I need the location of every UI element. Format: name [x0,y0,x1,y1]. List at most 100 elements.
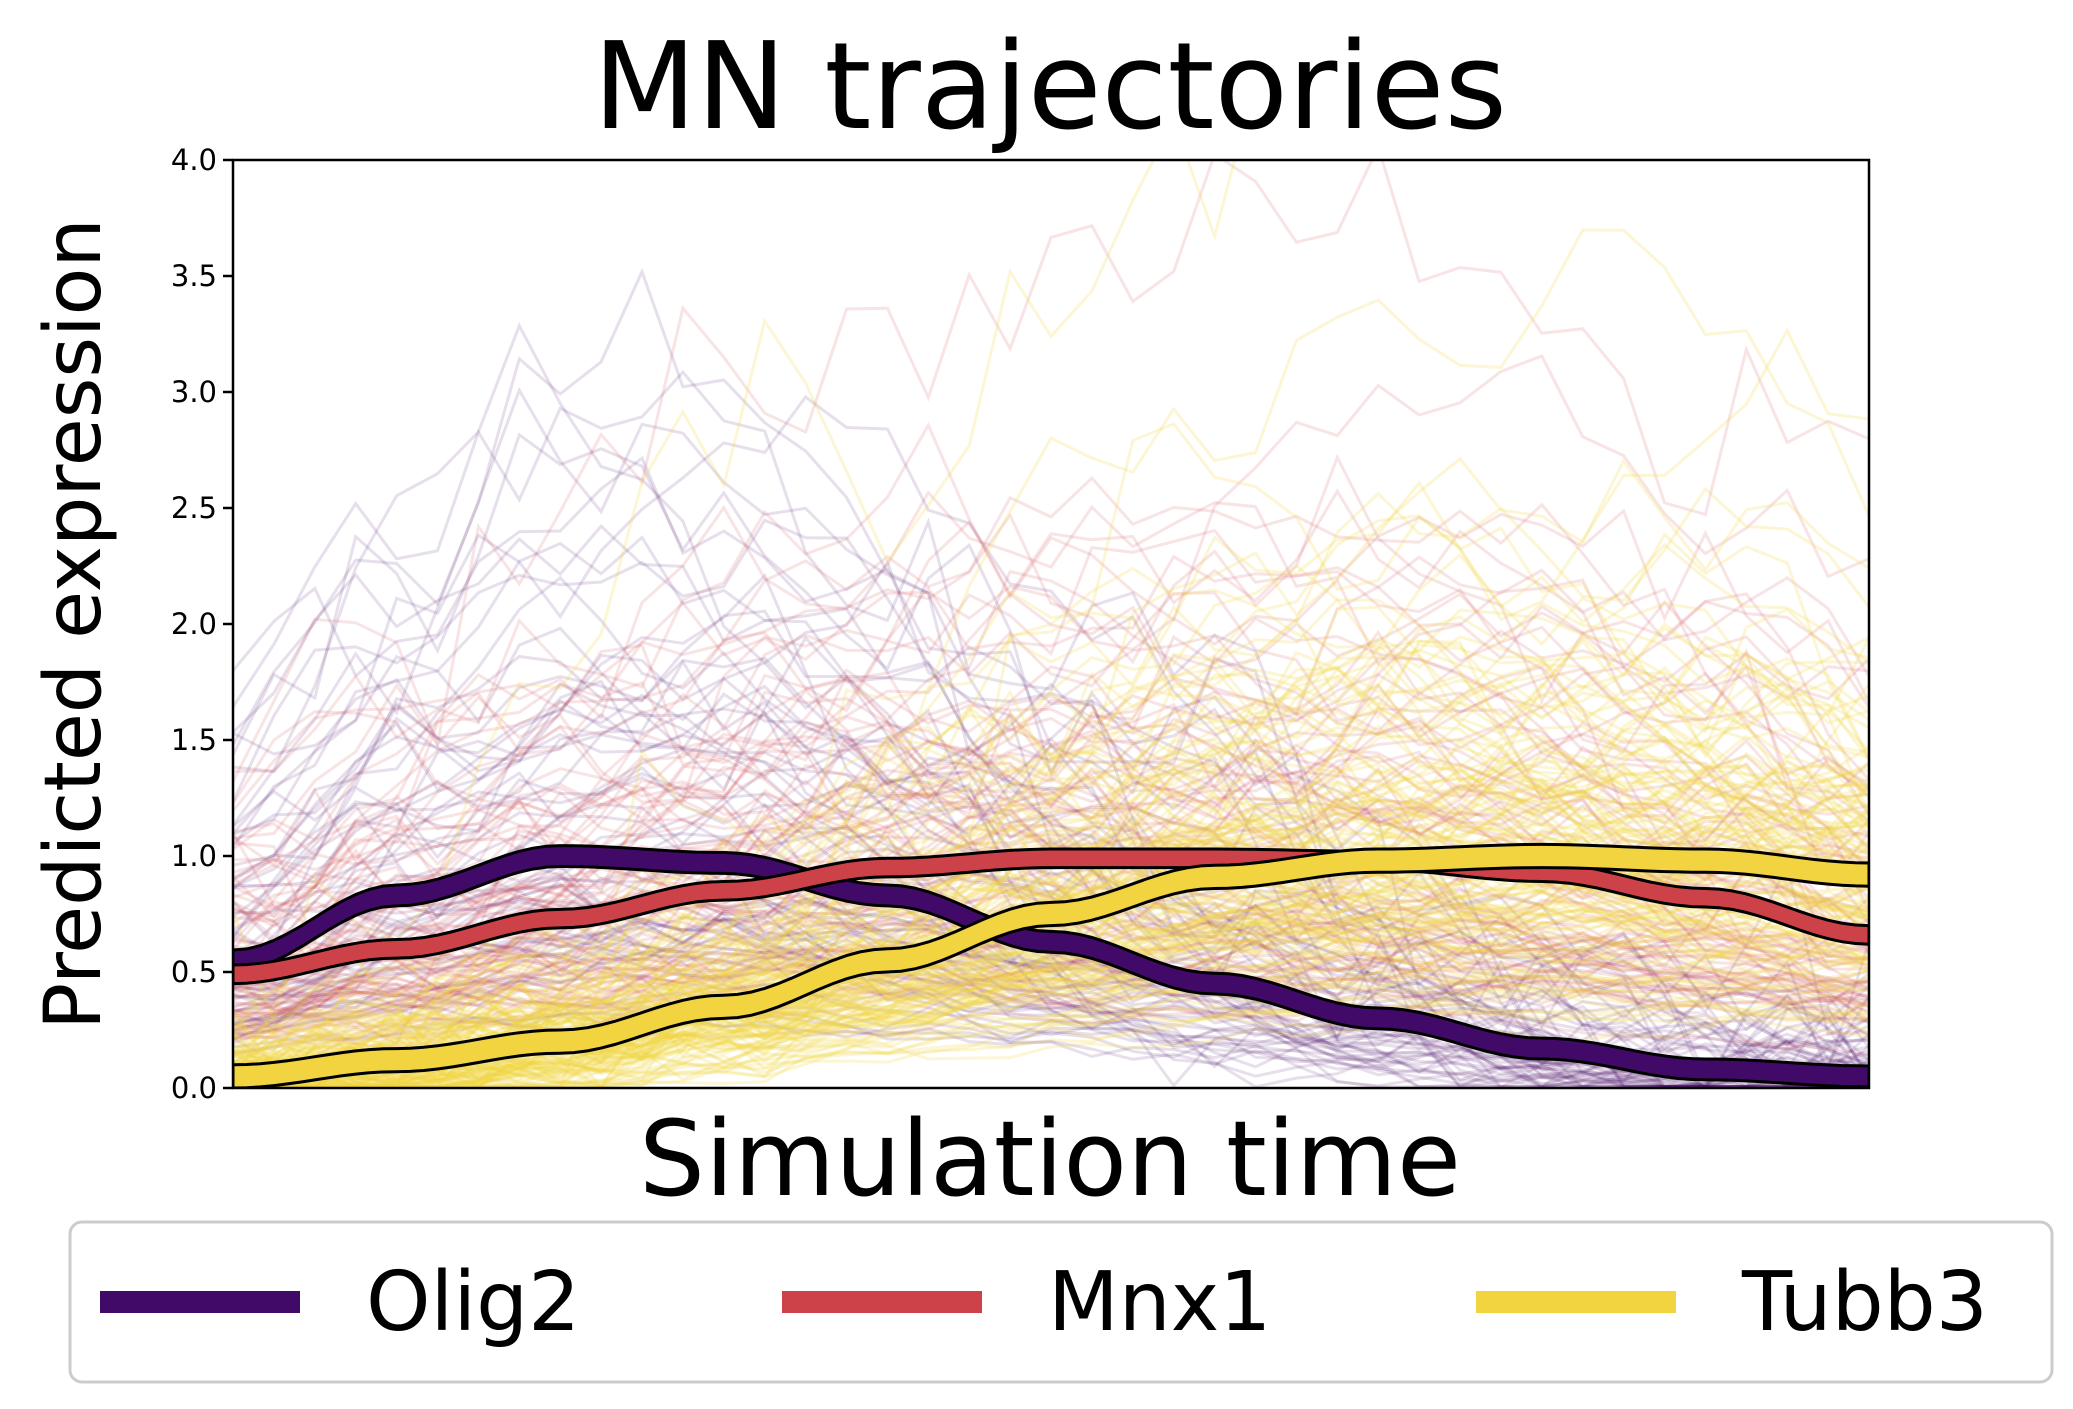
trajectory-line [233,716,1869,923]
trajectory-line [233,914,1869,1088]
trajectory-line [233,945,1869,1088]
trajectory-line [233,920,1869,1088]
chart-title: MN trajectories [593,18,1507,157]
trajectory-line [233,730,1869,1088]
trajectory-line [233,776,1869,1088]
trajectory-line [233,987,1869,1088]
trajectory-line [233,658,1869,1001]
trajectory-line [233,974,1869,1046]
trajectory-line [233,934,1869,1088]
trajectory-line [233,643,1869,1085]
trajectory-line [233,851,1869,1000]
trajectory-line [233,782,1869,954]
trajectory-line [233,747,1869,1088]
trajectory-line [233,902,1869,1088]
trajectory-line [233,940,1869,1063]
trajectory-line [233,733,1869,1069]
trajectory-line [233,480,1869,1040]
trajectory-line [233,590,1869,1088]
trajectory-line [233,949,1869,1088]
trajectory-line [233,524,1869,1088]
trajectory-line [233,762,1869,1067]
legend: Olig2 Mnx1 Tubb3 [100,1255,1988,1350]
trajectory-line [233,706,1869,965]
trajectory-line [233,592,1869,899]
trajectory-line [233,890,1869,1088]
trajectory-line [233,639,1869,1088]
trajectory-line [233,709,1869,1088]
trajectory-line [233,765,1869,1088]
trajectory-line [233,626,1869,1088]
trajectory-line [233,735,1869,955]
trajectory-line [233,724,1869,1082]
y-tick-label: 4.0 [171,143,217,177]
trajectory-line [233,899,1869,1088]
trajectory-line [233,592,1869,930]
trajectory-line [233,1009,1869,1088]
trajectory-line [233,563,1869,1088]
trajectory-line [233,1012,1869,1088]
trajectory-line [233,671,1869,992]
trajectory-line [233,751,1869,1082]
trajectory-line [233,828,1869,1088]
trajectory-line [233,679,1869,1088]
trajectory-line [233,917,1869,1088]
trajectory-line [233,535,1869,1088]
trajectory-line [233,616,1869,880]
trajectory-line [233,601,1869,1088]
trajectory-line [233,654,1869,928]
trajectory-line [233,942,1869,1086]
mean-trajectory-bands [233,842,1869,1088]
y-tick-label: 0.5 [171,955,217,989]
trajectory-line [233,1009,1869,1088]
trajectory-line [233,931,1869,1020]
trajectory-line [233,327,1869,1022]
trajectory-line [233,715,1869,918]
trajectory-line [233,958,1869,1039]
trajectory-line [233,909,1869,1088]
y-tick-label: 0.0 [171,1071,217,1105]
trajectory-line [233,771,1869,1088]
trajectory-line [233,970,1869,1082]
trajectory-line [233,490,1869,858]
trajectory-line [233,475,1869,891]
trajectory-line [233,1000,1869,1082]
y-tick-label: 3.0 [171,375,217,409]
trajectory-line [233,656,1869,1088]
trajectory-line [233,635,1869,1088]
trajectory-line [233,940,1869,1022]
trajectory-line [233,528,1869,812]
trajectory-line [233,962,1869,1016]
legend-box [68,1220,2054,1384]
trajectory-line [233,518,1869,1072]
trajectory-line [233,949,1869,1031]
trajectory-line [233,486,1869,1088]
trajectory-line [233,977,1869,1082]
trajectory-line [233,569,1869,884]
trajectory-line [233,514,1869,1088]
y-tick-label: 3.5 [171,259,217,293]
mean-band-mnx1 [233,847,1869,986]
trajectory-line [233,901,1869,1074]
trajectory-line [233,699,1869,1088]
trajectory-line [233,756,1869,1079]
trajectory-line [233,965,1869,1076]
trajectory-line [233,985,1869,1057]
trajectory-line [233,552,1869,1065]
trajectory-line [233,946,1869,1088]
trajectory-line [233,456,1869,1087]
legend-label-olig2: Olig2 [366,1255,580,1350]
trajectory-line [233,660,1869,1088]
trajectory-line [233,990,1869,1085]
trajectory-line [233,916,1869,1088]
y-axis: 0.0 0.5 1.0 1.5 2.0 2.5 3.0 3.5 4.0 [171,143,233,1105]
trajectory-line [233,754,1869,979]
trajectory-line [233,673,1869,1037]
trajectory-line [233,661,1869,1055]
trajectory-line [233,935,1869,1013]
trajectory-line [233,964,1869,1088]
trajectory-line [233,959,1869,1052]
legend-label-mnx1: Mnx1 [1048,1255,1271,1350]
trajectory-line [233,880,1869,1046]
